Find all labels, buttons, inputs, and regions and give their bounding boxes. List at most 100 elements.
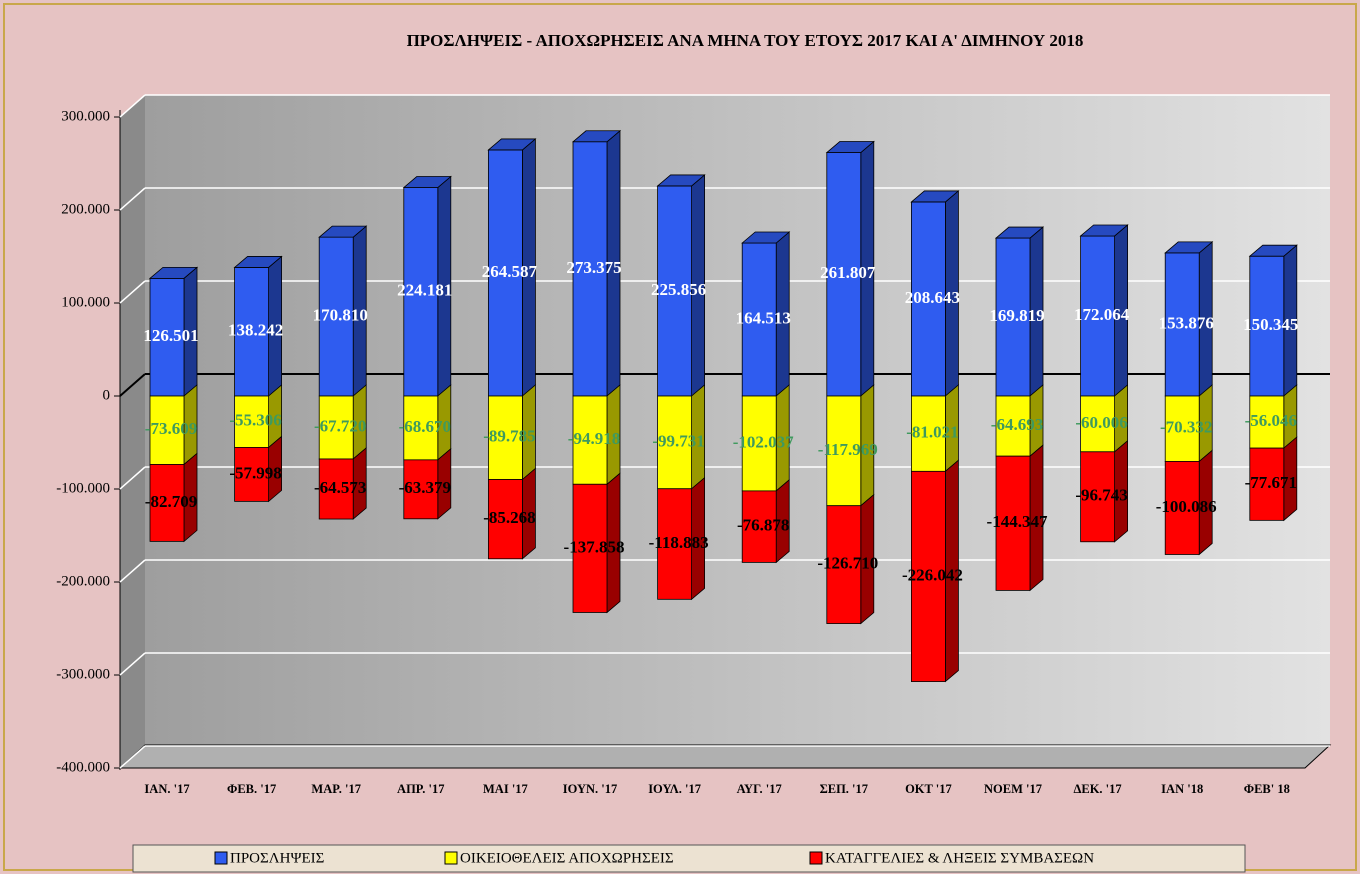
grid-line-side	[119, 466, 146, 490]
y-tick-label: 100.000	[61, 294, 110, 310]
bar-top	[571, 130, 622, 143]
bar	[403, 187, 439, 397]
x-tick-label: ΙΑΝ. '17	[144, 782, 189, 796]
bar-top	[1248, 244, 1298, 257]
bar-top	[487, 138, 537, 151]
bar	[403, 395, 439, 461]
x-tick-label: ΜΑΡ. '17	[311, 782, 361, 796]
y-tick-label: 0	[103, 387, 111, 403]
chart-title: ΠΡΟΣΛΗΨΕΙΣ - ΑΠΟΧΩΡΗΣΕΙΣ ΑΝΑ ΜΗΝΑ ΤΟΥ ΕΤ…	[407, 31, 1084, 50]
value-label: -64.693	[991, 415, 1043, 434]
value-label: 170.810	[313, 305, 368, 324]
bar	[403, 459, 439, 520]
y-tick-label: 200.000	[61, 201, 110, 217]
value-label: -55.306	[229, 411, 281, 430]
x-tick-label: ΑΥΓ. '17	[737, 782, 782, 796]
bar	[911, 470, 946, 682]
legend-swatch	[444, 851, 458, 865]
bar	[149, 277, 185, 397]
y-tick-label: -200.000	[56, 573, 110, 589]
value-label: -137.858	[564, 537, 625, 556]
bar-top	[994, 226, 1045, 239]
bar	[572, 395, 608, 485]
bar-top	[825, 141, 875, 153]
bar	[572, 141, 608, 397]
bar-top	[148, 266, 199, 279]
bar	[826, 505, 862, 624]
bar-top	[233, 256, 283, 268]
value-label: 273.375	[566, 258, 621, 277]
bar	[318, 458, 354, 520]
value-label: 264.587	[482, 262, 538, 281]
x-tick-label: ΙΟΥΝ. '17	[563, 782, 618, 796]
x-tick-label: ΔΕΚ. '17	[1074, 782, 1122, 796]
value-label: -226.042	[902, 565, 963, 584]
value-label: -144.347	[987, 512, 1048, 531]
bar	[741, 395, 777, 492]
value-label: 172.064	[1074, 305, 1130, 324]
value-label: -64.573	[314, 478, 366, 497]
value-label: 208.643	[905, 288, 960, 307]
bar	[657, 185, 692, 397]
value-label: -96.743	[1075, 486, 1127, 505]
x-tick-label: ΣΕΠ. '17	[820, 782, 868, 796]
grid-line-side	[119, 94, 146, 118]
bar	[149, 464, 185, 542]
x-tick-label: ΙΑΝ '18	[1161, 782, 1203, 796]
bar	[1249, 447, 1285, 521]
bar	[657, 488, 692, 600]
bar	[911, 395, 946, 472]
x-tick-label: ΦΕΒ. '17	[227, 782, 276, 796]
bar	[1080, 235, 1115, 397]
bar-top	[741, 231, 791, 244]
value-label: -68.670	[399, 417, 451, 436]
value-label: 138.242	[228, 321, 283, 340]
bar-top	[656, 174, 706, 187]
value-label: -77.671	[1245, 473, 1297, 492]
value-label: -100.086	[1156, 497, 1217, 516]
bar-top	[1079, 224, 1129, 237]
bar	[234, 267, 270, 397]
legend-swatch	[214, 851, 228, 865]
value-label: -85.268	[483, 508, 535, 527]
bar	[149, 395, 185, 465]
bar	[487, 395, 523, 480]
floor	[118, 744, 1332, 769]
grid-line-side	[119, 280, 146, 304]
value-label: -102.037	[733, 432, 794, 451]
value-label: 225.856	[651, 280, 706, 299]
x-tick-label: ΙΟΥΛ. '17	[648, 782, 701, 796]
bar	[1080, 451, 1115, 543]
value-label: -57.998	[229, 463, 281, 482]
side-wall	[120, 95, 145, 768]
value-label: 164.513	[736, 308, 791, 327]
value-label: -60.006	[1075, 413, 1127, 432]
y-tick-label: -400.000	[56, 759, 110, 775]
legend-label: ΚΑΤΑΓΓΕΛΙΕΣ & ΛΗΞΕΙΣ ΣΥΜΒΑΣΕΩΝ	[825, 850, 1094, 866]
legend-swatch	[809, 851, 823, 865]
bar	[1249, 395, 1285, 449]
x-tick-label: ΦΕΒ' 18	[1244, 782, 1290, 796]
y-tick-label: -300.000	[56, 666, 110, 682]
value-label: 261.807	[820, 263, 876, 282]
value-label: 169.819	[989, 306, 1044, 325]
value-label: -67.720	[314, 416, 366, 435]
value-label: 126.501	[143, 326, 198, 345]
bar-top	[402, 176, 452, 188]
value-label: -117.969	[818, 440, 878, 459]
bar	[741, 490, 777, 563]
x-tick-label: ΜΑΙ '17	[483, 782, 528, 796]
grid-line-side	[119, 652, 146, 676]
value-label: -94.918	[568, 429, 620, 448]
legend-label: ΟΙΚΕΙΟΘΕΛΕΙΣ ΑΠΟΧΩΡΗΣΕΙΣ	[460, 850, 674, 866]
value-label: 153.876	[1159, 313, 1214, 332]
bar	[1164, 395, 1200, 462]
y-tick-label: 300.000	[61, 108, 110, 124]
value-label: -89.785	[483, 427, 535, 446]
bar	[826, 152, 862, 397]
bar	[318, 236, 354, 397]
legend	[132, 844, 1246, 873]
grid-line-side	[119, 373, 146, 397]
x-tick-label: ΝΟΕΜ '17	[984, 782, 1042, 796]
